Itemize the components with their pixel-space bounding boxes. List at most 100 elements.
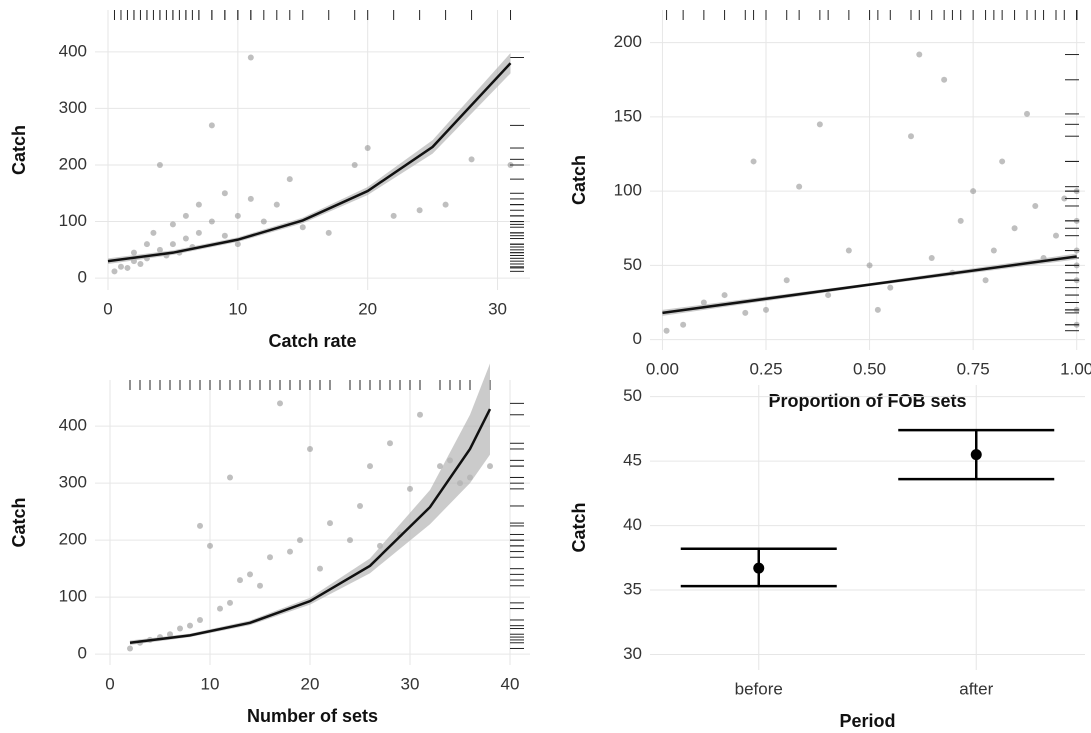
point (928, 254, 935, 261)
y-tick-label: 0 (78, 268, 87, 287)
point (227, 599, 233, 606)
point (416, 207, 423, 214)
y-tick-label: 100 (59, 211, 87, 230)
x-tick-label: 0.75 (957, 359, 990, 378)
x-tick-label: 30 (488, 299, 507, 318)
y-tick-label: 100 (59, 587, 87, 606)
point (970, 449, 982, 461)
point (127, 645, 133, 652)
point (237, 577, 243, 584)
point (1053, 232, 1059, 239)
point (327, 520, 333, 527)
x-tick-label: 20 (301, 674, 320, 693)
point (207, 542, 213, 549)
point (197, 616, 203, 623)
point (941, 76, 948, 83)
point (143, 241, 150, 248)
point (390, 212, 397, 219)
point (208, 218, 215, 225)
x-tick-label: 0.25 (749, 359, 782, 378)
point (117, 263, 124, 270)
y-tick-label: 150 (614, 106, 642, 125)
point (468, 156, 475, 163)
x-tick-label: 10 (201, 674, 220, 693)
point (442, 201, 449, 208)
point (317, 565, 323, 572)
y-tick-label: 35 (623, 580, 642, 599)
point (357, 502, 363, 509)
y-tick-label: 300 (59, 98, 87, 117)
point (1032, 202, 1039, 209)
x-tick-label: 0.50 (853, 359, 886, 378)
y-tick-label: 30 (623, 644, 642, 663)
point (816, 121, 823, 128)
point (182, 212, 189, 219)
point (167, 631, 173, 638)
point (874, 306, 881, 313)
point (221, 232, 228, 239)
point (111, 268, 118, 275)
point (437, 463, 443, 470)
point (307, 445, 313, 452)
point (195, 229, 202, 236)
x-tick-label: 30 (401, 674, 420, 693)
y-axis-title: Catch (9, 497, 29, 547)
y-tick-label: 200 (59, 530, 87, 549)
point (197, 522, 203, 529)
y-axis-title: Catch (569, 502, 589, 552)
y-tick-label: 200 (59, 154, 87, 173)
point (177, 625, 183, 632)
point (887, 284, 894, 291)
x-axis-title: Number of sets (247, 706, 378, 726)
point (124, 264, 131, 271)
point (208, 122, 215, 129)
y-axis-title: Catch (569, 155, 589, 205)
y-tick-label: 0 (78, 644, 87, 663)
point (367, 463, 373, 470)
point (277, 400, 283, 407)
point (908, 133, 914, 140)
point (299, 224, 306, 231)
x-tick-label: 1.00 (1060, 359, 1091, 378)
point (187, 622, 193, 629)
x-tick-label: 40 (501, 674, 520, 693)
point (247, 195, 254, 202)
confidence-band (107, 52, 511, 264)
point (970, 188, 977, 195)
x-tick-label: 0 (103, 299, 112, 318)
y-tick-label: 100 (614, 181, 642, 200)
point (182, 235, 189, 242)
x-tick-label: after (959, 679, 993, 698)
point (257, 582, 263, 589)
y-tick-label: 50 (623, 386, 642, 405)
point (982, 277, 989, 284)
x-axis-title: Period (839, 711, 895, 731)
x-tick-label: 0 (105, 674, 114, 693)
point (150, 229, 157, 236)
point (866, 262, 873, 269)
y-tick-label: 400 (59, 416, 87, 435)
point (347, 537, 353, 544)
point (273, 201, 280, 208)
fit-line (107, 62, 512, 263)
point (700, 299, 707, 306)
point (1061, 195, 1068, 202)
point (783, 277, 790, 284)
x-tick-label: before (735, 679, 783, 698)
y-tick-label: 40 (623, 515, 642, 534)
x-tick-label: 0.00 (646, 359, 679, 378)
point (387, 440, 393, 447)
point (234, 212, 241, 219)
point (234, 241, 241, 248)
fit-line (662, 255, 1077, 315)
point (351, 161, 358, 168)
point (247, 54, 254, 61)
point (217, 605, 223, 612)
point (742, 309, 749, 316)
point (287, 548, 293, 555)
point (137, 260, 144, 267)
point (260, 218, 267, 225)
point (680, 321, 687, 328)
y-tick-label: 200 (614, 32, 642, 51)
